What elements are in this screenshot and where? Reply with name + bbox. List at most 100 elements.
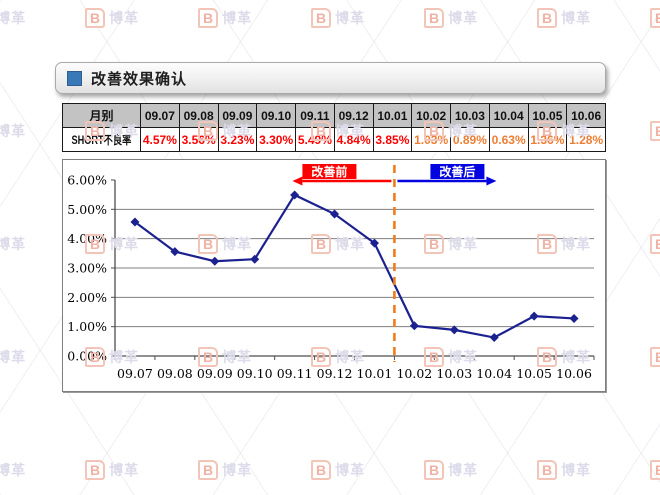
brand-b-icon: B — [537, 8, 558, 29]
brand-name: 博革 — [222, 10, 253, 27]
y-tick-label: 2.00% — [67, 290, 107, 305]
data-point-marker — [489, 333, 499, 343]
month-header-cell: 09.09 — [217, 103, 258, 128]
brand-name: 博革 — [0, 123, 27, 140]
annotation-label-box — [430, 164, 485, 179]
x-tick-label: 10.06 — [556, 366, 592, 381]
y-tick-label: 6.00% — [67, 173, 107, 188]
data-point-marker — [250, 254, 260, 264]
brand-b-icon: B — [85, 460, 106, 481]
month-header-cell: 10.06 — [566, 103, 606, 128]
month-header-cell: 10.05 — [527, 103, 568, 128]
brand-name: 博革 — [335, 10, 366, 27]
x-tick-label: 09.09 — [197, 366, 233, 381]
brand-b-icon: B — [650, 347, 660, 368]
annotation-label: 改善前 — [311, 164, 347, 179]
brand-name: 博革 — [222, 462, 253, 479]
brand-b-icon: B — [311, 460, 332, 481]
month-header-cell: 10.02 — [411, 103, 451, 128]
brand-b-icon: B — [198, 460, 219, 481]
title-bullet-icon — [67, 70, 82, 86]
brand-name: 博革 — [0, 462, 27, 479]
rate-value-cell: 3.23% — [217, 127, 258, 152]
y-tick-label: 4.00% — [67, 231, 107, 246]
data-point-marker — [210, 256, 220, 266]
brand-b-icon: B — [85, 8, 106, 29]
brand-name: 博革 — [561, 10, 592, 27]
x-tick-label: 10.01 — [357, 366, 393, 381]
month-header-cell: 09.07 — [140, 103, 180, 128]
brand-name: 博革 — [0, 236, 27, 253]
brand-b-icon: B — [311, 8, 332, 29]
data-line — [134, 193, 575, 339]
brand-b-icon: B — [424, 8, 445, 29]
annotation-label: 改善后 — [439, 164, 475, 179]
data-table: 月别 09.07 09.08 09.09 09.10 09.11 09.12 10.01 10… — [62, 103, 606, 152]
brand-name: 博革 — [109, 10, 140, 27]
table-row-label: SHORT不良率 — [62, 127, 141, 152]
month-header-cell: 10.03 — [450, 103, 490, 128]
brand-b-icon: B — [537, 460, 558, 481]
watermark-logo: B博革 — [0, 8, 26, 28]
brand-name: 博革 — [561, 462, 592, 479]
y-tick-label: 1.00% — [67, 319, 107, 334]
brand-name: 博革 — [335, 462, 366, 479]
x-tick-label: 10.03 — [436, 366, 472, 381]
rate-value-cell: 0.63% — [488, 127, 529, 152]
brand-b-icon: B — [650, 460, 660, 481]
watermark-logo: B博革 — [0, 234, 26, 254]
data-point-marker — [569, 313, 579, 323]
rate-value-cell: 5.49% — [295, 127, 335, 152]
watermark-logo: B博革 — [650, 460, 660, 481]
x-tick-label: 10.02 — [396, 366, 432, 381]
table-header-row: 月别 09.07 09.08 09.09 09.10 09.11 09.12 10.01 10… — [62, 103, 606, 128]
rate-value-cell: 4.57% — [140, 127, 180, 152]
watermark-logo: B博革 — [650, 347, 660, 368]
data-point-marker — [529, 311, 539, 321]
watermark-logo: B博革 — [650, 121, 660, 142]
x-tick-label: 09.07 — [117, 366, 153, 381]
watermark-logo: B博革 — [0, 460, 26, 480]
rate-value-cell: 3.85% — [372, 127, 413, 152]
month-header-cell: 09.08 — [178, 103, 219, 128]
brand-name: 博革 — [0, 10, 27, 27]
brand-b-icon: B — [650, 121, 660, 142]
rate-value-cell: 1.36% — [527, 127, 568, 152]
rate-value-cell: 1.03% — [411, 127, 451, 152]
watermark-logo: B博革 — [650, 234, 660, 255]
month-header-cell: 09.10 — [256, 103, 296, 128]
watermark-logo: B博革 — [650, 8, 660, 29]
data-point-marker — [369, 238, 379, 248]
section-title-bar: 改善效果确认 — [55, 62, 606, 94]
brand-name: 博革 — [109, 462, 140, 479]
arrowhead-icon — [486, 176, 497, 186]
y-tick-label: 3.00% — [67, 261, 107, 276]
x-tick-label: 09.11 — [277, 366, 313, 381]
x-tick-label: 10.05 — [516, 366, 552, 381]
rate-value-cell: 1.28% — [566, 127, 606, 152]
data-point-marker — [409, 321, 419, 331]
page-title: 改善效果确认 — [91, 70, 188, 88]
watermark-logo: B博革 — [0, 121, 26, 141]
y-tick-label: 5.00% — [67, 202, 107, 217]
brand-b-icon: B — [424, 460, 445, 481]
brand-b-icon: B — [650, 8, 660, 29]
month-header-cell: 10.01 — [372, 103, 413, 128]
brand-name: 博革 — [0, 349, 27, 366]
month-header-cell: 09.11 — [295, 103, 335, 128]
month-header-cell: 10.04 — [488, 103, 529, 128]
data-point-marker — [290, 190, 300, 200]
brand-name: 博革 — [448, 10, 479, 27]
rate-value-cell: 3.30% — [256, 127, 296, 152]
x-tick-label: 09.08 — [157, 366, 193, 381]
rate-value-cell: 3.56% — [178, 127, 219, 152]
